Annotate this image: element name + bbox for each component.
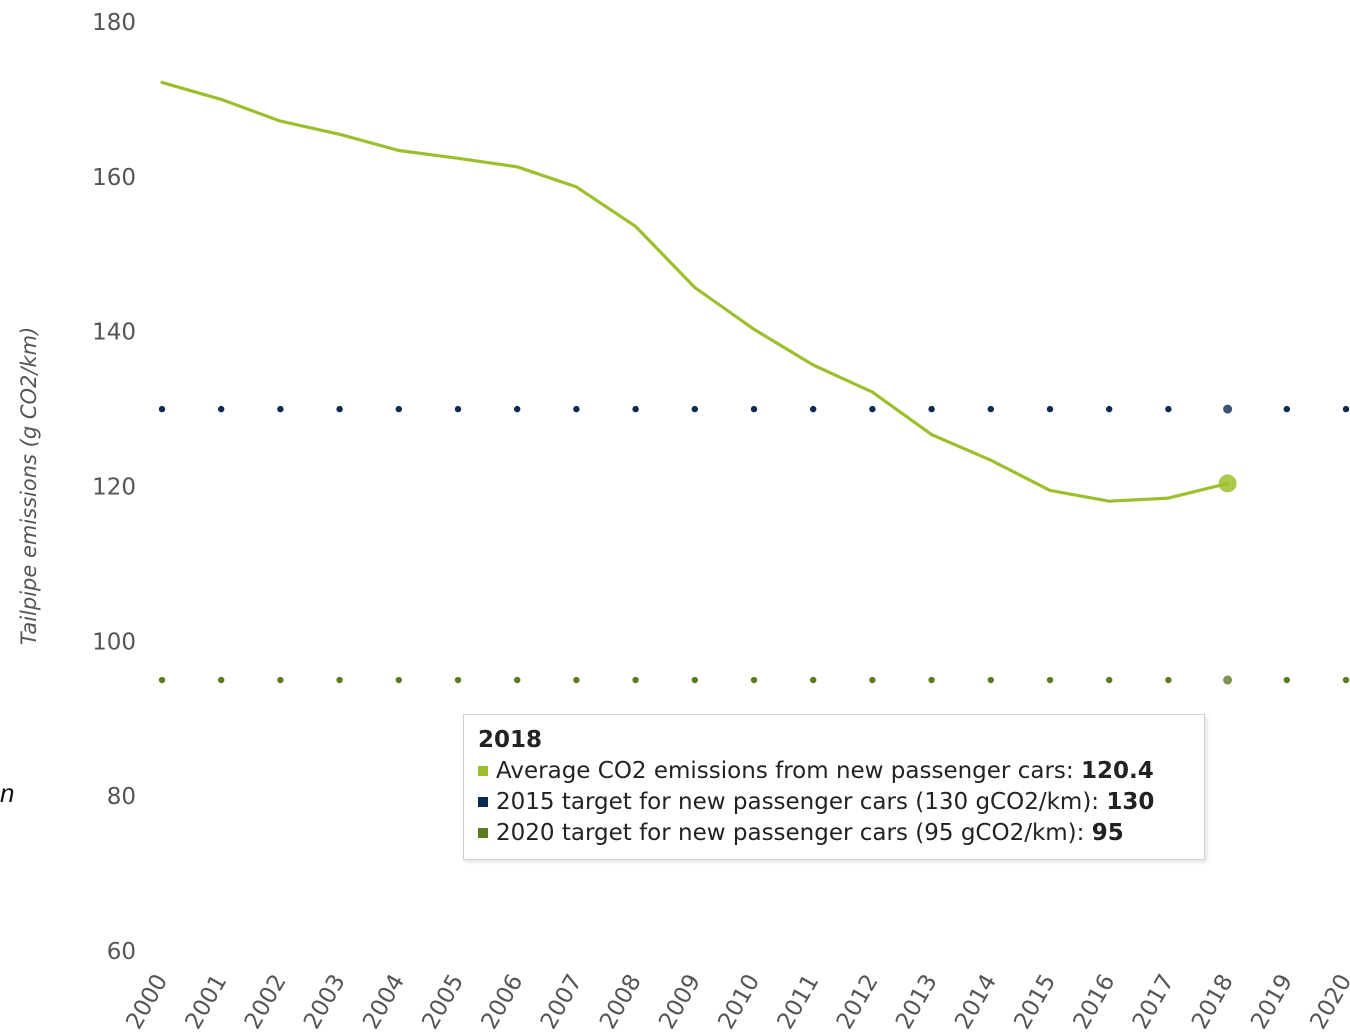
y-tick-label: 160 <box>92 165 136 191</box>
target-1-point <box>1046 405 1054 413</box>
legend-swatch-target-2020 <box>478 828 488 838</box>
y-tick-label: 180 <box>92 10 136 36</box>
x-axis-ticks: 2000 2001 2002 2003 2004 2005 2006 2007 2008 2009… <box>121 970 1350 1034</box>
x-tick-label: 2000 <box>121 970 173 1034</box>
tooltip-label-target-2015: 2015 target for new passenger cars (130 … <box>496 789 1107 815</box>
target-2-point <box>987 676 994 684</box>
target-2-point <box>514 676 521 684</box>
y-axis-title: Tailpipe emissions (g CO2/km) <box>17 327 41 646</box>
target-2-point <box>158 676 166 684</box>
x-tick-label: 2005 <box>417 970 469 1034</box>
legend-swatch-target-2015 <box>478 797 488 807</box>
target-2-point <box>750 676 758 684</box>
target-2-point <box>632 676 639 684</box>
target-1-point <box>336 405 343 413</box>
target-1-point <box>454 405 462 413</box>
target-1-point <box>1165 405 1172 413</box>
x-tick-label: 2014 <box>950 970 1002 1034</box>
target-1-point <box>1342 405 1350 413</box>
x-tick-label: 2019 <box>1246 970 1298 1034</box>
target-2-point <box>691 676 698 684</box>
main-series-group <box>160 80 1237 503</box>
y-tick-label: 140 <box>92 320 136 346</box>
x-tick-label: 2013 <box>891 970 943 1034</box>
x-tick-label: 2008 <box>595 970 647 1034</box>
tooltip-label-average: Average CO2 emissions from new passenger… <box>496 758 1081 784</box>
target-1-point <box>514 405 521 413</box>
y-tick-label: 60 <box>107 939 136 965</box>
x-tick-label: 2009 <box>654 970 706 1034</box>
target-1-point <box>1106 405 1113 413</box>
x-tick-label: 2004 <box>358 970 410 1034</box>
x-tick-label: 2010 <box>713 970 765 1034</box>
y-tick-label: 100 <box>92 629 136 655</box>
stray-text: n <box>0 778 15 808</box>
tooltip-title: 2018 <box>478 727 543 753</box>
tooltip-value-average: 120.4 <box>1080 758 1154 784</box>
highlighted-point <box>1218 474 1237 493</box>
target-2-point <box>1342 676 1350 684</box>
tooltip-row-target-2015: 2015 target for new passenger cars (130 … <box>478 787 1190 818</box>
target-2-point <box>869 676 876 684</box>
target-1-point <box>1283 405 1291 413</box>
target-2-point <box>928 676 935 684</box>
target-1-point <box>691 405 698 413</box>
target-1-point <box>987 405 994 413</box>
target-2-point <box>454 676 462 684</box>
x-tick-label: 2001 <box>181 970 233 1034</box>
target-2-point <box>336 676 343 684</box>
x-tick-label: 2020 <box>1305 970 1350 1034</box>
target-2-point <box>277 676 284 684</box>
x-tick-label: 2006 <box>477 970 529 1034</box>
x-tick-label: 2015 <box>1009 970 1061 1034</box>
target-2-point <box>810 676 817 684</box>
chart-tooltip: 2018 Average CO2 emissions from new pass… <box>463 714 1205 860</box>
target-2-point <box>573 676 580 684</box>
target-series-group <box>158 404 1350 685</box>
target-2-point <box>1165 676 1172 684</box>
tooltip-value-target-2020: 95 <box>1091 820 1124 846</box>
y-tick-label: 80 <box>107 784 136 810</box>
target-2-point <box>1223 675 1233 685</box>
tooltip-row-target-2020: 2020 target for new passenger cars (95 g… <box>478 818 1190 849</box>
target-1-point <box>573 405 580 413</box>
target-1-point <box>1223 404 1233 414</box>
x-tick-label: 2007 <box>536 970 588 1034</box>
target-1-point <box>277 405 284 413</box>
x-tick-label: 2002 <box>240 970 292 1034</box>
target-1-point <box>218 405 225 413</box>
x-tick-label: 2018 <box>1187 970 1239 1034</box>
target-2-point <box>218 676 225 684</box>
y-axis-title-group: Tailpipe emissions (g CO2/km) <box>17 327 41 646</box>
x-tick-label: 2003 <box>299 970 351 1034</box>
target-1-point <box>395 405 402 413</box>
x-tick-label: 2011 <box>773 970 825 1034</box>
target-1-point <box>158 405 166 413</box>
target-1-point <box>928 405 935 413</box>
x-tick-label: 2016 <box>1069 970 1121 1034</box>
y-axis-ticks: 60 80 100 120 140 160 180 <box>92 10 136 965</box>
target-2-point <box>395 676 402 684</box>
target-1-point <box>750 405 758 413</box>
target-2-point <box>1283 676 1291 684</box>
target-1-point <box>869 405 876 413</box>
target-1-point <box>810 405 817 413</box>
legend-swatch-average <box>478 766 488 776</box>
target-2-point <box>1106 676 1113 684</box>
x-tick-label: 2012 <box>832 970 884 1034</box>
target-1-point <box>632 405 639 413</box>
x-tick-label: 2017 <box>1128 970 1180 1034</box>
y-tick-label: 120 <box>92 475 136 501</box>
target-2-point <box>1046 676 1054 684</box>
tooltip-row-average: Average CO2 emissions from new passenger… <box>478 756 1190 787</box>
tooltip-label-target-2020: 2020 target for new passenger cars (95 g… <box>496 820 1092 846</box>
tooltip-value-target-2015: 130 <box>1106 789 1155 815</box>
average-emissions-line <box>160 80 1230 503</box>
